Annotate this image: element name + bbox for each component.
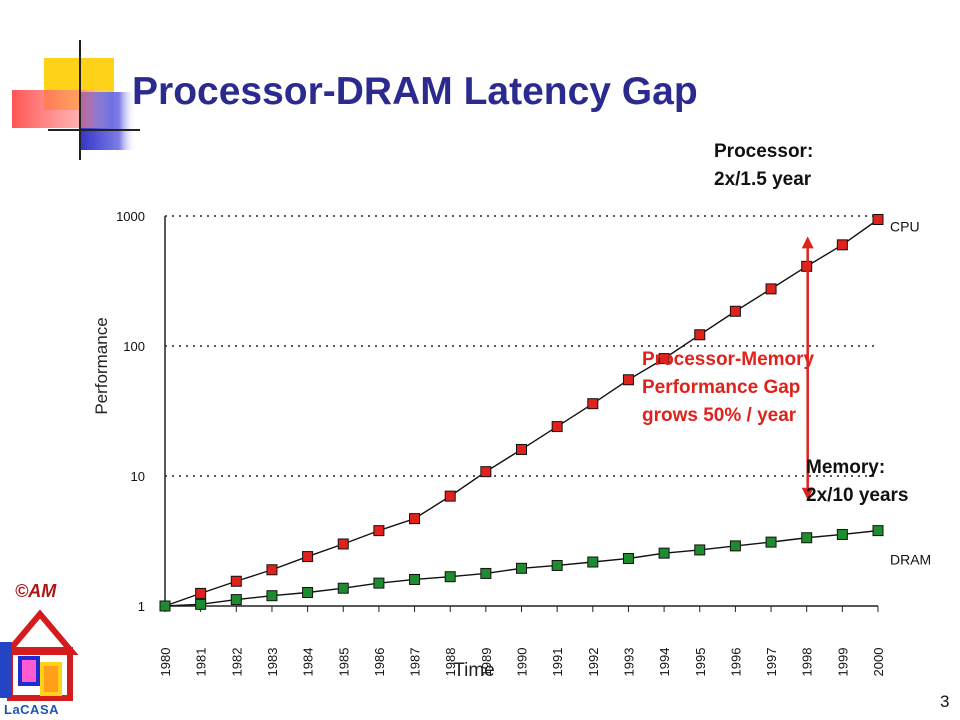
data-point-dram — [373, 577, 385, 589]
data-point-cpu — [551, 421, 563, 433]
x-tick-label: 1987 — [408, 648, 423, 677]
x-tick-label: 1994 — [657, 648, 672, 677]
data-point-dram — [587, 556, 599, 568]
data-point-dram — [159, 600, 171, 612]
y-tick-label: 100 — [123, 339, 145, 354]
data-point-cpu — [658, 353, 670, 365]
data-point-cpu — [516, 443, 527, 455]
data-point-cpu — [302, 551, 314, 563]
data-point-cpu — [622, 374, 634, 386]
data-point-cpu — [373, 525, 385, 537]
lacasa-logo-text: LaCASA — [4, 702, 60, 717]
data-point-cpu — [836, 239, 848, 251]
x-tick-label: 1993 — [621, 648, 636, 677]
data-point-dram — [658, 547, 670, 559]
data-point-cpu — [444, 490, 456, 502]
processor-annotation-line2: 2x/1.5 year — [714, 169, 812, 190]
gap-arrow-head-up — [801, 236, 814, 249]
data-point-dram — [195, 598, 207, 610]
x-tick-label: 2000 — [871, 648, 886, 677]
x-tick-label: 1986 — [372, 648, 387, 677]
x-tick-label: 1984 — [301, 648, 316, 677]
data-point-dram — [230, 594, 242, 606]
data-point-cpu — [480, 466, 492, 478]
processor-annotation-line1: Processor: — [714, 141, 814, 162]
data-point-dram — [801, 532, 813, 544]
data-point-cpu — [587, 398, 599, 410]
data-point-cpu — [765, 283, 777, 295]
data-point-dram — [622, 552, 634, 564]
x-tick-label: 1980 — [158, 648, 173, 677]
lacasa-logo — [0, 609, 79, 701]
x-tick-label: 1996 — [728, 648, 743, 677]
x-tick-label: 1983 — [265, 648, 280, 677]
data-point-dram — [409, 573, 421, 585]
x-tick-label: 1988 — [443, 648, 458, 677]
gap-arrow-head-down — [801, 487, 814, 500]
data-point-dram — [302, 587, 314, 599]
gap-annotation-line2: Performance Gap — [642, 377, 801, 398]
x-tick-label: 1985 — [336, 648, 351, 677]
data-point-dram — [729, 540, 741, 552]
processor-annotation: Processor: 2x/1.5 year — [714, 138, 813, 194]
data-point-dram — [266, 590, 278, 602]
data-point-dram — [551, 559, 563, 571]
x-tick-label: 1991 — [550, 648, 565, 677]
data-point-dram — [836, 528, 848, 540]
y-tick-label: 1 — [138, 599, 145, 614]
data-point-cpu — [266, 564, 278, 576]
x-tick-label: 1999 — [835, 648, 850, 677]
data-point-dram — [694, 544, 706, 556]
y-tick-label: 1000 — [116, 209, 145, 224]
title-decoration — [12, 40, 140, 160]
data-point-dram — [337, 582, 349, 594]
gap-annotation-line1: Processor-Memory — [642, 349, 815, 370]
data-point-cpu — [872, 213, 884, 225]
data-point-dram — [480, 567, 492, 579]
x-tick-label: 1981 — [194, 648, 209, 677]
y-tick-label: 10 — [131, 469, 145, 484]
data-point-cpu — [195, 587, 207, 599]
x-tick-label: 1982 — [229, 648, 244, 677]
gap-annotation: Processor-Memory Performance Gap grows 5… — [642, 346, 814, 430]
data-point-dram — [516, 562, 527, 574]
memory-annotation-line1: Memory: — [806, 457, 886, 478]
data-point-cpu — [230, 575, 242, 587]
slide-title: Processor-DRAM Latency Gap — [132, 70, 698, 113]
y-axis-label: Performance — [92, 317, 111, 414]
x-tick-label: 1997 — [764, 648, 779, 677]
data-point-cpu — [729, 305, 741, 317]
x-axis-label: Time — [453, 660, 495, 681]
x-tick-label: 1998 — [800, 648, 815, 677]
gap-annotation-line3: grows 50% / year — [642, 405, 797, 426]
data-point-dram — [444, 571, 456, 583]
memory-annotation: Memory: 2x/10 years — [806, 454, 909, 510]
memory-annotation-line2: 2x/10 years — [806, 485, 909, 506]
data-point-cpu — [337, 538, 349, 550]
x-tick-label: 1992 — [586, 648, 601, 677]
copyright-mark: ©AM — [15, 581, 57, 601]
x-tick-label: 1989 — [479, 648, 494, 677]
data-point-dram — [765, 536, 777, 548]
data-point-cpu — [409, 513, 421, 525]
x-tick-label: 1995 — [693, 648, 708, 677]
series-label-dram: DRAM — [890, 552, 931, 568]
page-number: 3 — [940, 692, 950, 711]
data-point-dram — [872, 525, 884, 537]
series-label-cpu: CPU — [890, 218, 920, 234]
x-tick-label: 1990 — [515, 648, 530, 677]
data-point-cpu — [694, 329, 706, 341]
